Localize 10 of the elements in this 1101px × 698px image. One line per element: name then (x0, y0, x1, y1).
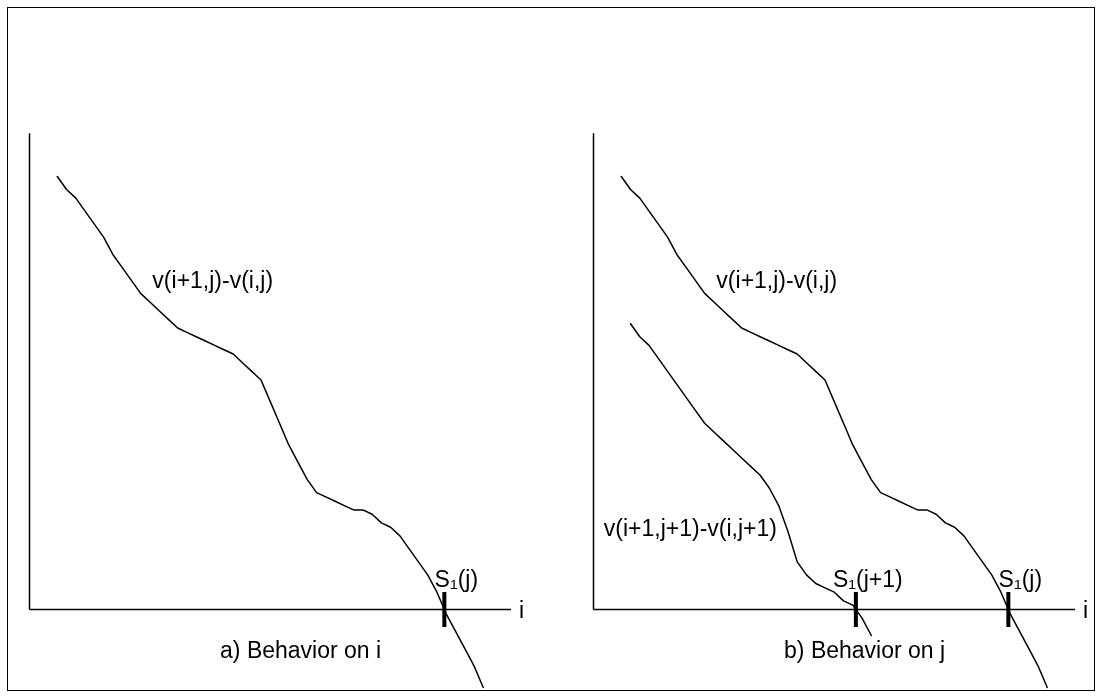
x-axis-title: i (519, 596, 525, 623)
series-label: v(i+1,j)-v(i,j) (152, 267, 274, 294)
x-axis-title: i (1083, 596, 1089, 623)
text: a) Behavior on i (220, 636, 382, 663)
series-label: v(i+1,j)-v(i,j) (716, 267, 838, 294)
annotation: S₁(j) (998, 565, 1043, 592)
annotation: S₁(j) (434, 565, 479, 592)
text: b) Behavior on j (784, 636, 946, 663)
series-label: v(i+1,j+1)-v(i,j+1) (603, 514, 777, 541)
annotation: S₁(j+1) (832, 565, 903, 592)
